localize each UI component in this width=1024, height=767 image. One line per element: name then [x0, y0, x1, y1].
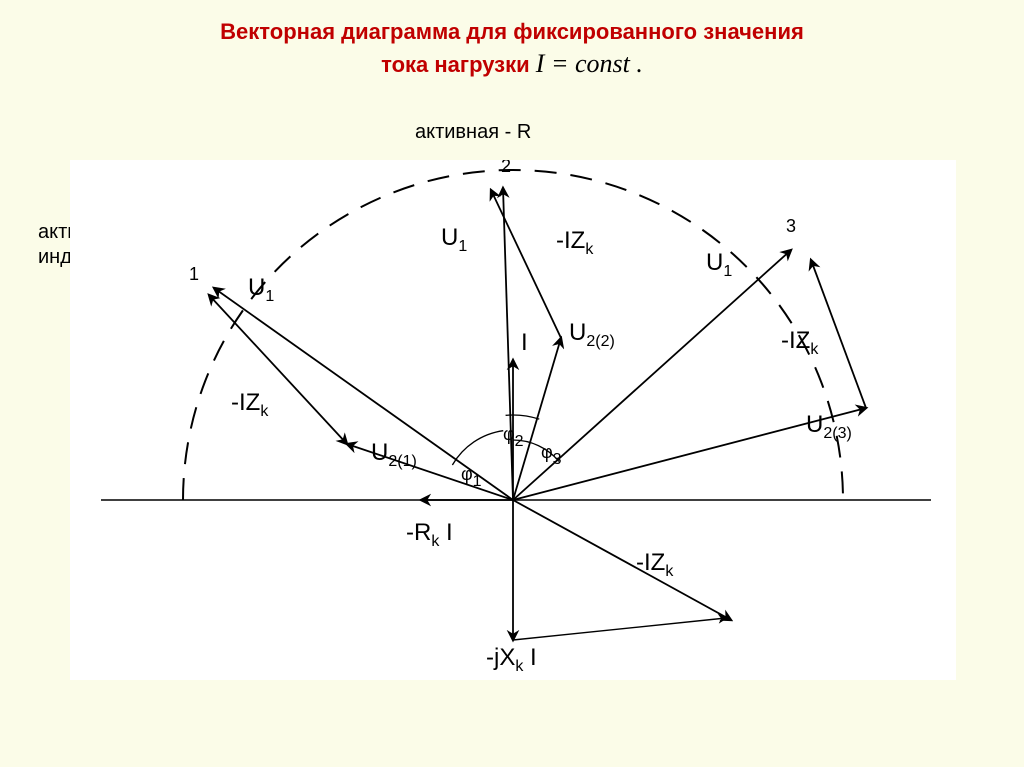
endpoint-label: 1 [189, 264, 199, 284]
angle-arc-phi1 [452, 431, 503, 465]
label: -jXk I [486, 644, 537, 675]
title-line1: Векторная диаграмма для фиксированного з… [220, 19, 804, 44]
label: U1 [248, 274, 274, 305]
label: -IZk [231, 389, 269, 420]
vector-IZk-T [491, 190, 561, 338]
vector-IZk-B [513, 500, 731, 620]
label: φ3 [541, 442, 562, 468]
title-formula: I = const . [536, 49, 643, 78]
title-line2: тока нагрузки [381, 52, 530, 77]
label: U1 [706, 249, 732, 280]
label: -Rk I [406, 519, 453, 550]
label: U2(3) [806, 411, 852, 442]
vector-U2(2) [513, 338, 561, 500]
vector-IZk-R [811, 260, 866, 408]
endpoint-label: 3 [786, 216, 796, 236]
label: U2(1) [371, 439, 417, 470]
label: -IZk [781, 327, 819, 358]
label: -IZk [636, 549, 674, 580]
annot-top: активная - R [415, 120, 531, 145]
page-title: Векторная диаграмма для фиксированного з… [0, 18, 1024, 80]
vector-IZk-L [209, 295, 347, 444]
diagram-svg: U1U1U1-IZk-IZk-IZkU2(1)U2(2)U2(3)Iφ1φ2φ3… [71, 160, 956, 680]
label: U1 [441, 224, 467, 255]
label: I [521, 329, 528, 356]
vector-IZk-B2 [513, 618, 726, 640]
label: U2(2) [569, 319, 615, 350]
endpoint-label: 2 [501, 160, 511, 176]
vector-diagram: U1U1U1-IZk-IZk-IZkU2(1)U2(2)U2(3)Iφ1φ2φ3… [70, 160, 956, 680]
label: -IZk [556, 227, 594, 258]
